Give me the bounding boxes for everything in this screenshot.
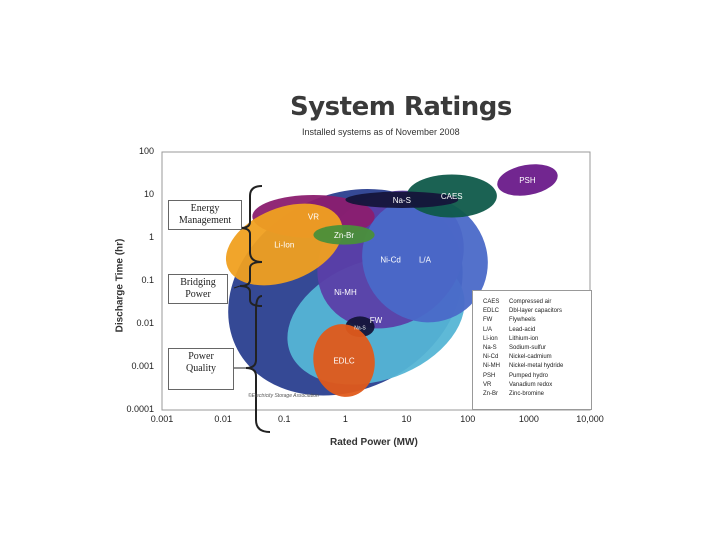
- callout-energy-line2: Management: [178, 215, 232, 226]
- legend-desc: Compressed air: [509, 299, 552, 305]
- region-edlc: [313, 324, 375, 397]
- region-label: Ni-MH: [334, 288, 357, 297]
- legend-abbr: L/A: [483, 326, 493, 333]
- y-tick-label: 10: [143, 189, 154, 199]
- callout-bridging-line1: Bridging: [180, 277, 216, 288]
- y-tick-label: 0.01: [136, 318, 154, 328]
- region-psh: [497, 164, 558, 196]
- callout-quality-line1: Power: [188, 351, 214, 362]
- legend-abbr: Ni-Cd: [483, 354, 499, 361]
- x-tick-label: 0.01: [214, 414, 232, 424]
- region-label: PSH: [519, 176, 536, 185]
- legend-abbr: PSH: [483, 372, 496, 379]
- x-tick-label: 0.001: [150, 414, 174, 424]
- region-label: Li-Ion: [274, 240, 294, 249]
- legend: CAES Compressed air EDLC Dbl-layer capacito…: [472, 290, 592, 410]
- region-label: EDLC: [333, 357, 355, 366]
- x-axis-label: Rated Power (MW): [330, 437, 418, 448]
- source-credit: ©Electricity Storage Association: [248, 393, 319, 399]
- legend-desc: Zinc-bromine: [509, 391, 545, 397]
- region-label: FW: [370, 316, 383, 325]
- x-tick-label: 0.1: [278, 414, 291, 424]
- region-label: Ni-Cd: [380, 256, 400, 265]
- callout-power-quality: Power Quality: [168, 348, 234, 390]
- chart-subtitle: Installed systems as of November 2008: [302, 127, 460, 137]
- region-label: Na-S: [393, 196, 411, 205]
- region-l-a: [362, 196, 488, 323]
- x-tick-label: 1: [342, 414, 348, 424]
- y-tick-label: 0.001: [131, 361, 154, 371]
- legend-abbr: VR: [483, 381, 492, 388]
- y-tick-label: 0.1: [141, 275, 154, 285]
- region-label: L/A: [419, 256, 432, 265]
- legend-desc: Lithium-ion: [509, 335, 539, 342]
- legend-desc: Nickel-cadmium: [509, 354, 552, 361]
- legend-abbr: CAES: [483, 299, 500, 305]
- legend-abbr: FW: [483, 317, 493, 324]
- legend-abbr: EDLC: [483, 308, 500, 315]
- legend-desc: Lead-acid: [509, 326, 536, 333]
- callout-bridging-power: Bridging Power: [168, 274, 228, 304]
- region-labels-group: Ni-MH FW Ni-Cd L/A VR Li-Ion Zn-Br CAES Na-S Na-S…: [274, 176, 536, 366]
- y-tick-label: 0.0001: [126, 404, 154, 414]
- legend-abbr: Na-S: [483, 345, 497, 351]
- legend-abbr: Zn-Br: [483, 391, 498, 397]
- legend-abbr: Ni-MH: [483, 363, 500, 370]
- callout-bridging-line2: Power: [185, 289, 211, 300]
- y-tick-label: 1: [148, 232, 154, 242]
- legend-desc: Sodium-sulfur: [509, 345, 547, 351]
- legend-desc: Dbl-layer capacitors: [509, 308, 563, 315]
- chart-title: System Ratings: [290, 92, 512, 122]
- regions-group: [225, 164, 558, 397]
- callout-energy-line1: Energy: [190, 203, 220, 214]
- legend-desc: Flywheels: [509, 317, 536, 324]
- legend-desc: Nickel-metal hydride: [509, 363, 564, 370]
- region-label: CAES: [441, 192, 463, 201]
- region-label: Zn-Br: [334, 231, 354, 240]
- x-tick-label: 1000: [518, 414, 539, 424]
- x-tick-label: 10: [401, 414, 412, 424]
- region-label: Na-S: [354, 326, 366, 332]
- legend-desc: Vanadium redox: [509, 381, 553, 388]
- legend-abbr: Li-ion: [483, 335, 498, 342]
- x-tick-label: 100: [460, 414, 476, 424]
- region-zn-br: [313, 225, 375, 245]
- region-na-s: [345, 191, 459, 208]
- y-tick-label: 100: [138, 146, 154, 156]
- x-tick-label: 10,000: [576, 414, 604, 424]
- callout-energy-management: Energy Management: [168, 200, 242, 230]
- region-label: VR: [308, 213, 319, 222]
- callout-quality-line2: Quality: [186, 363, 216, 374]
- legend-desc: Pumped hydro: [509, 372, 549, 379]
